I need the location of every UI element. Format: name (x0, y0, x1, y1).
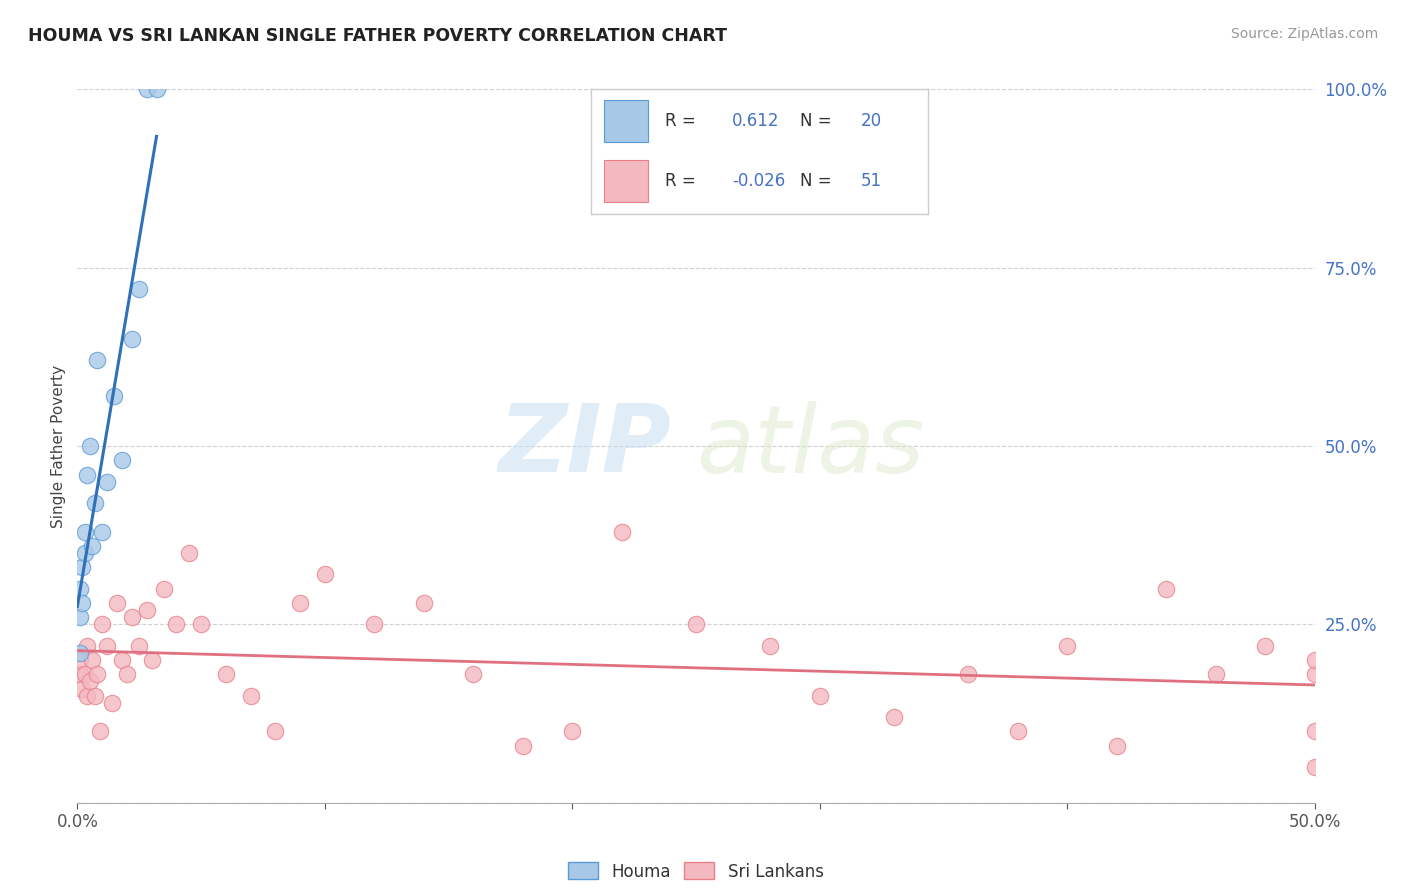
Point (86, 353, 108, 368)
Text: -0.026: -0.026 (733, 172, 786, 190)
Point (239, 689, 262, 703)
Point (1105, 739, 1128, 753)
Point (1303, 653, 1326, 667)
Point (264, 724, 287, 739)
Point (96, 475, 118, 489)
Point (135, 603, 157, 617)
Legend: Houma, Sri Lankans: Houma, Sri Lankans (561, 855, 831, 888)
Point (314, 567, 336, 582)
Point (76, 639, 98, 653)
Point (561, 724, 583, 739)
Point (190, 617, 212, 632)
Point (101, 696, 124, 710)
Point (412, 596, 434, 610)
Point (103, 389, 125, 403)
Point (463, 667, 485, 681)
Text: atlas: atlas (696, 401, 924, 491)
Point (91, 524, 114, 539)
Text: R =: R = (665, 112, 700, 130)
Point (105, 596, 128, 610)
Point (1254, 639, 1277, 653)
Point (1303, 760, 1326, 774)
Point (1205, 667, 1227, 681)
Text: 51: 51 (860, 172, 882, 190)
Point (288, 596, 311, 610)
Point (82, 539, 104, 553)
Point (73, 546, 96, 560)
Point (69, 610, 91, 624)
Point (111, 653, 134, 667)
Point (1303, 724, 1326, 739)
Point (83, 496, 105, 510)
Point (79, 439, 101, 453)
Point (86, 667, 108, 681)
Text: 0.612: 0.612 (733, 112, 780, 130)
Point (69, 582, 91, 596)
Point (957, 667, 980, 681)
Point (135, 82, 157, 96)
Point (73, 524, 96, 539)
Point (145, 82, 167, 96)
Point (111, 453, 134, 467)
Point (115, 667, 138, 681)
Point (153, 582, 176, 596)
Point (79, 674, 101, 689)
Point (363, 617, 385, 632)
Point (165, 617, 187, 632)
Text: ZIP: ZIP (498, 400, 671, 492)
Point (128, 282, 150, 296)
Text: N =: N = (800, 112, 837, 130)
Text: Source: ZipAtlas.com: Source: ZipAtlas.com (1230, 27, 1378, 41)
Point (128, 639, 150, 653)
Y-axis label: Single Father Poverty: Single Father Poverty (51, 365, 66, 527)
Point (759, 639, 782, 653)
Text: R =: R = (665, 172, 700, 190)
Point (610, 524, 633, 539)
Text: N =: N = (800, 172, 837, 190)
Point (72, 560, 94, 574)
Point (72, 681, 94, 696)
Point (91, 617, 114, 632)
Point (121, 332, 143, 346)
Point (1056, 639, 1078, 653)
Point (883, 710, 905, 724)
Point (512, 739, 534, 753)
Point (76, 467, 98, 482)
Text: HOUMA VS SRI LANKAN SINGLE FATHER POVERTY CORRELATION CHART: HOUMA VS SRI LANKAN SINGLE FATHER POVERT… (28, 27, 727, 45)
Point (96, 639, 118, 653)
Point (215, 667, 238, 681)
Point (72, 596, 94, 610)
Point (82, 653, 104, 667)
Point (69, 653, 91, 667)
Point (1007, 724, 1029, 739)
Point (89, 724, 111, 739)
Point (177, 546, 200, 560)
Point (69, 667, 91, 681)
Bar (605, 101, 648, 142)
Point (141, 653, 163, 667)
Point (1303, 667, 1326, 681)
Point (808, 689, 831, 703)
Point (83, 689, 105, 703)
Point (76, 689, 98, 703)
Point (685, 617, 707, 632)
Text: 20: 20 (860, 112, 882, 130)
Point (1154, 582, 1177, 596)
Point (73, 667, 96, 681)
Bar (605, 161, 648, 202)
Point (121, 610, 143, 624)
Point (69, 646, 91, 660)
